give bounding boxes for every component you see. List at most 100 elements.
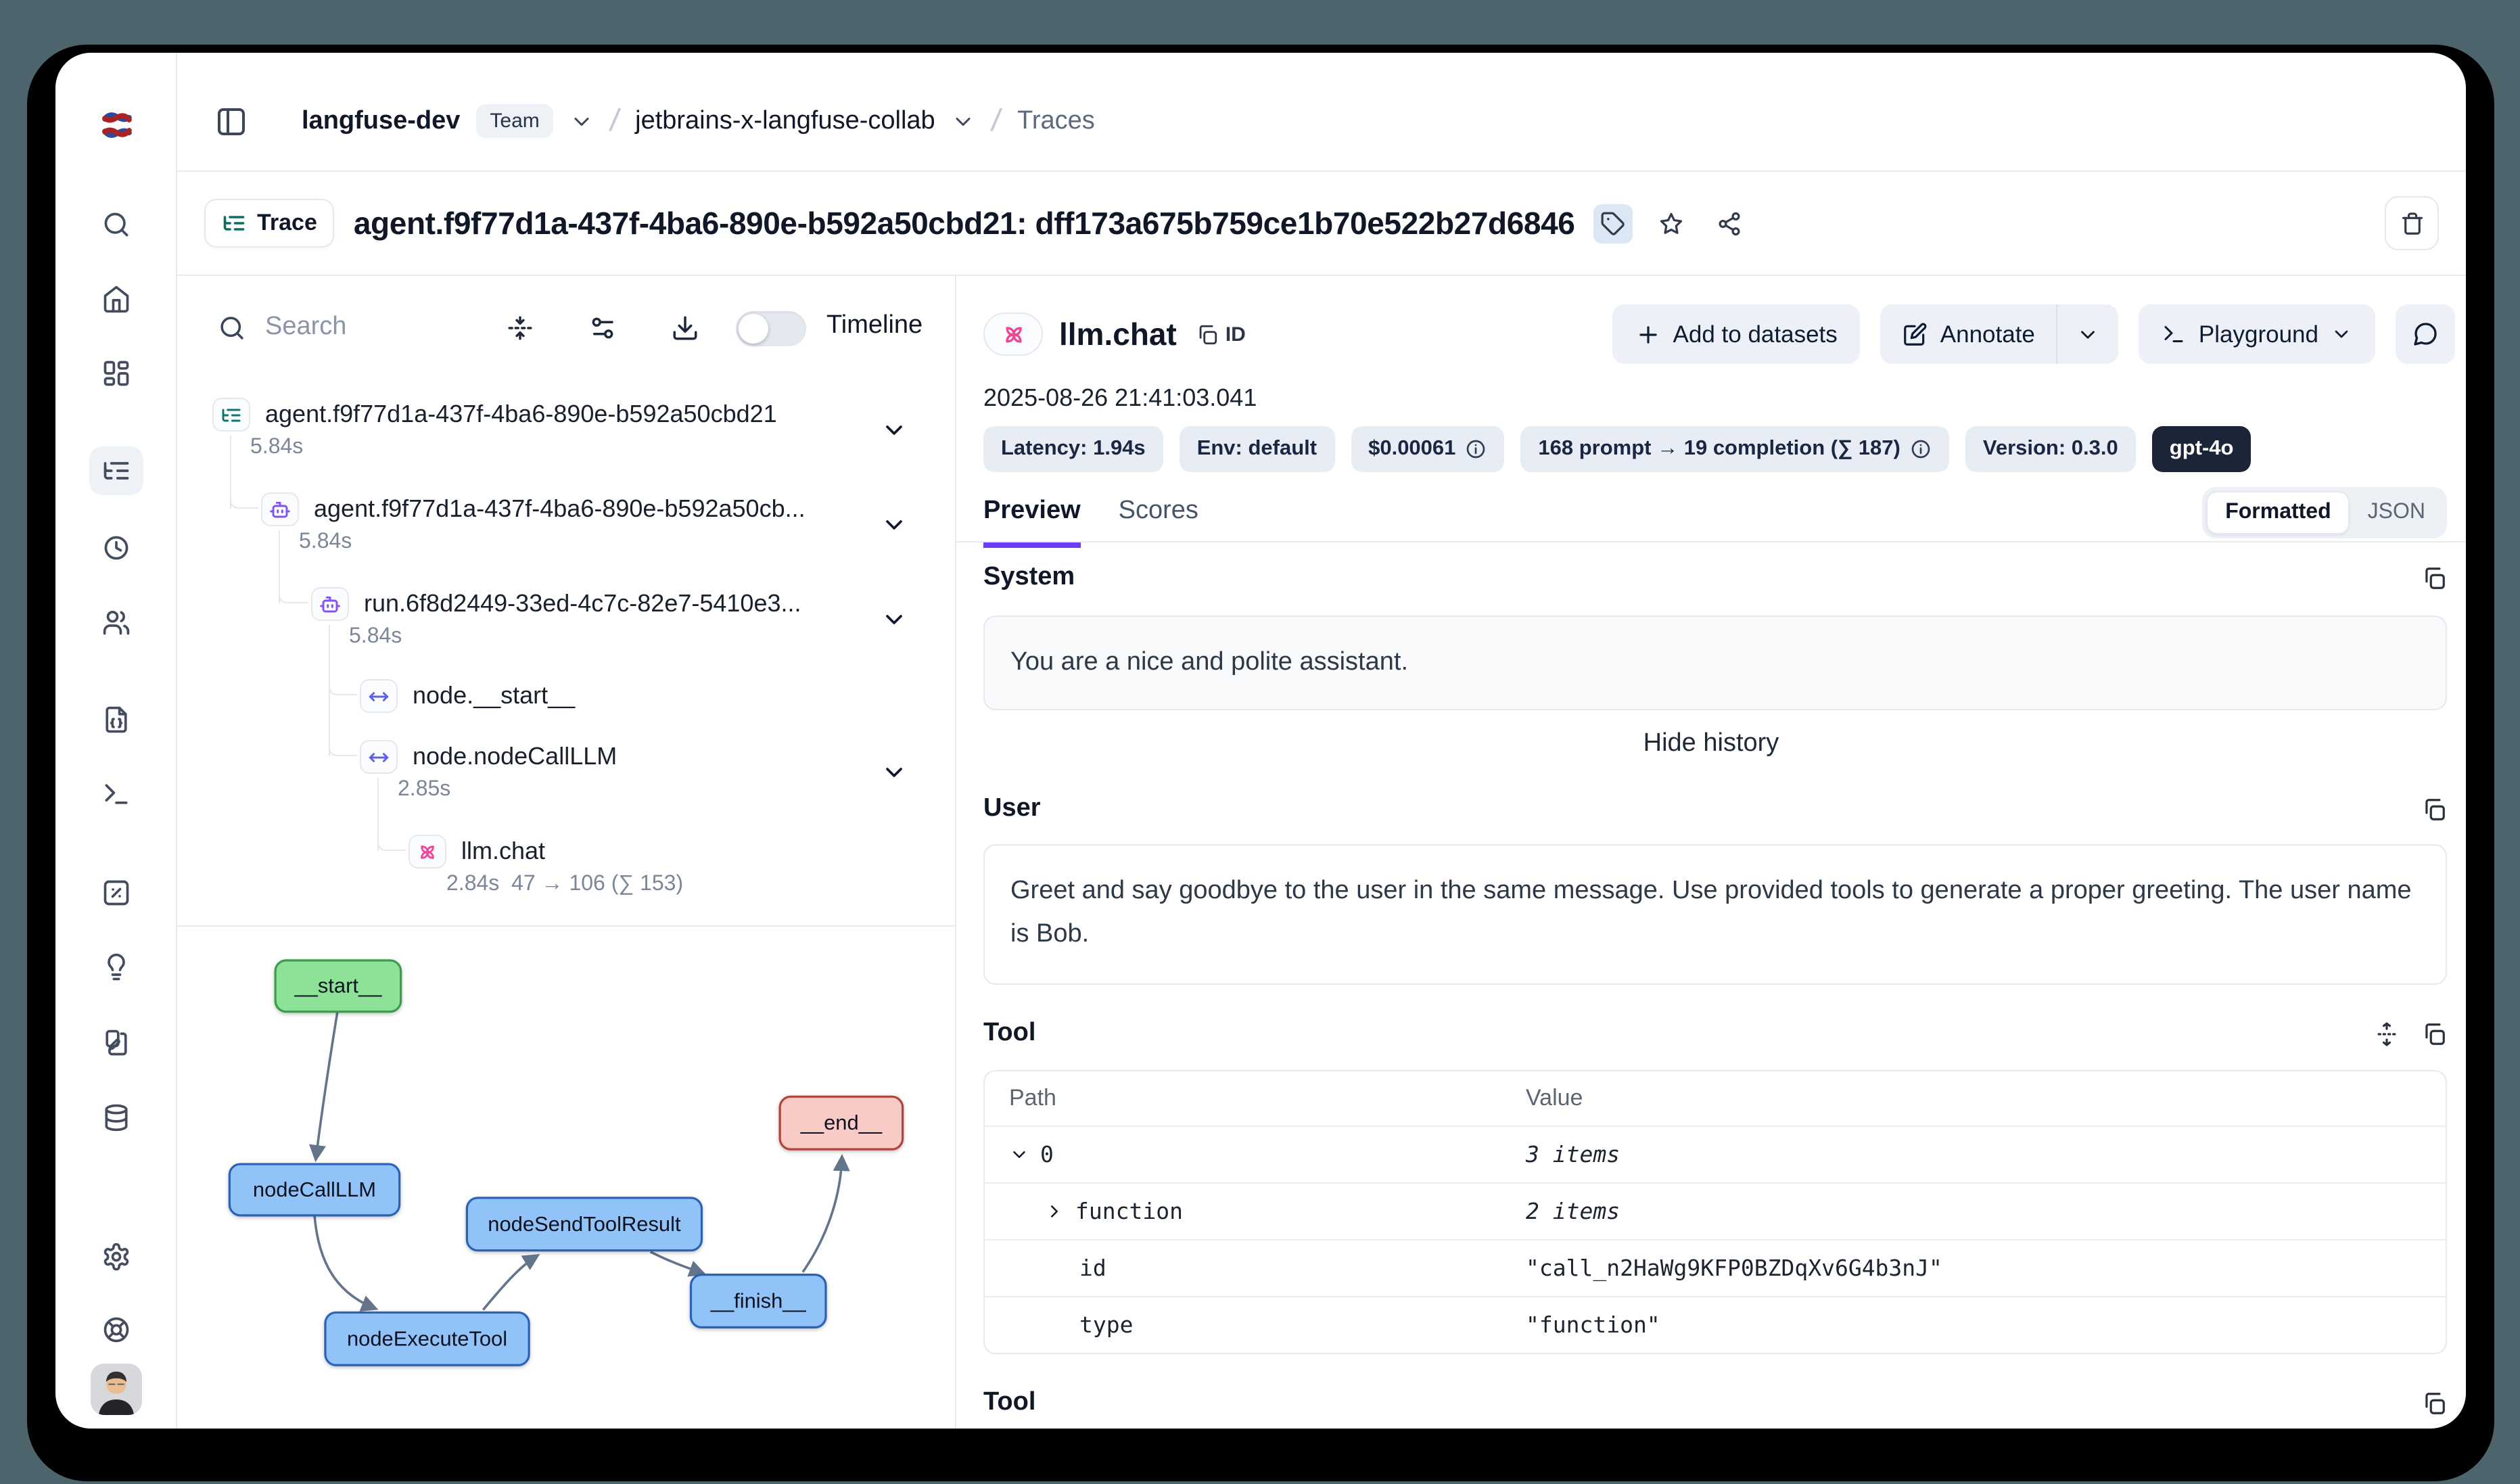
annotate-button[interactable]: Annotate	[1881, 304, 2057, 364]
copy-icon[interactable]	[2421, 1021, 2447, 1046]
breadcrumb-org[interactable]: langfuse-dev	[302, 106, 461, 135]
tree-item-run.6f8d2449-33ed-4c7c-8[interactable]: run.6f8d2449-33ed-4c7c-82e7-5410e3... 5.8…	[311, 587, 801, 649]
graph-node-nodeSendToolResult[interactable]: nodeSendToolResult	[465, 1197, 703, 1252]
star-icon[interactable]	[1652, 204, 1691, 243]
chevron-down-icon[interactable]	[881, 511, 908, 545]
breadcrumb-section[interactable]: Traces	[1017, 106, 1095, 135]
info-icon[interactable]	[1910, 438, 1932, 460]
system-section-header: System	[983, 563, 2447, 593]
fold-vertical-icon[interactable]	[506, 313, 534, 342]
json-value: 3 items	[1526, 1142, 1620, 1167]
copy-id-button[interactable]: ID	[1196, 323, 1246, 346]
chevron-down-icon[interactable]	[881, 759, 908, 793]
sidebar-item-prompts[interactable]	[89, 695, 143, 744]
tree-item-node.nodeCallLLM[interactable]: node.nodeCallLLM 2.85s	[360, 740, 617, 802]
observation-duration: 5.84s	[299, 530, 352, 553]
tree-item-agent.f9f77d1a-437f-4ba6[interactable]: agent.f9f77d1a-437f-4ba6-890e-b592a50cbd…	[212, 398, 777, 460]
sidebar-item-insights[interactable]	[89, 943, 143, 992]
user-section-header: User	[983, 794, 2447, 824]
playground-button[interactable]: Playground	[2139, 304, 2375, 364]
sidebar-item-search[interactable]	[89, 200, 143, 249]
sidebar-item-evals[interactable]	[89, 868, 143, 917]
observation-name: agent.f9f77d1a-437f-4ba6-890e-b592a50cbd…	[265, 400, 777, 427]
graph-node-end[interactable]: __end__	[778, 1095, 904, 1151]
graph-node-nodeExecuteTool[interactable]: nodeExecuteTool	[324, 1311, 530, 1366]
breadcrumb-project[interactable]: jetbrains-x-langfuse-collab	[635, 106, 935, 135]
tree-item-node.__start__[interactable]: node.__start__	[360, 679, 575, 713]
trace-header: Trace agent.f9f77d1a-437f-4ba6-890e-b592…	[177, 172, 2466, 276]
chevron-down-icon[interactable]	[881, 417, 908, 450]
unfold-vertical-icon[interactable]	[2374, 1021, 2400, 1046]
graph-node-nodeCallLLM[interactable]: nodeCallLLM	[228, 1163, 401, 1217]
system-message: You are a nice and polite assistant.	[983, 616, 2447, 710]
metric-badge: 168 prompt → 19 completion (∑ 187)	[1520, 426, 1949, 472]
share-icon[interactable]	[1710, 204, 1749, 243]
observation-name: node.nodeCallLLM	[413, 743, 617, 770]
badge-label: Latency: 1.94s	[1001, 437, 1146, 460]
sidebar-item-sessions[interactable]	[89, 524, 143, 572]
filters-icon[interactable]	[588, 313, 617, 342]
comments-button[interactable]	[2396, 304, 2455, 364]
chevron-down-icon[interactable]	[569, 109, 594, 133]
observation-name: node.__start__	[413, 682, 576, 709]
sidebar-item-tracing[interactable]	[89, 446, 143, 495]
json-path: function	[985, 1199, 1526, 1224]
tool-table-row-id: id "call_n2HaWg9KFP0BZDqXv6G4b3nJ"	[985, 1239, 2446, 1296]
copy-icon[interactable]	[2421, 565, 2447, 590]
metric-badge: $0.00061	[1351, 426, 1505, 472]
sidebar-item-settings[interactable]	[89, 1232, 143, 1281]
avatar[interactable]	[90, 1364, 141, 1415]
graph-node-start[interactable]: __start__	[274, 959, 402, 1013]
tag-icon[interactable]	[1593, 204, 1633, 243]
sidebar-toggle-icon[interactable]	[215, 105, 248, 137]
add-to-datasets-button[interactable]: Add to datasets	[1612, 304, 1861, 364]
info-icon[interactable]	[1465, 438, 1487, 460]
tab-preview[interactable]: Preview	[983, 496, 1081, 548]
badge-label: 168 prompt → 19 completion (∑ 187)	[1538, 437, 1900, 460]
column-value: Value	[1526, 1085, 1583, 1111]
format-option-formatted[interactable]: Formatted	[2206, 491, 2350, 534]
copy-icon[interactable]	[2421, 1390, 2447, 1416]
observation-duration: 5.84s	[250, 436, 304, 459]
user-message: Greet and say goodbye to the user in the…	[983, 844, 2447, 985]
sidebar-item-playground[interactable]	[89, 770, 143, 818]
graph-edge-nodeSendToolResult-__finish__	[649, 1251, 707, 1277]
sidebar-item-home[interactable]	[89, 275, 143, 323]
sidebar-item-datasets[interactable]	[89, 1093, 143, 1142]
badge-label: Version: 0.3.0	[1982, 437, 2118, 460]
observation-duration: 5.84s	[349, 625, 402, 648]
copy-icon[interactable]	[2421, 796, 2447, 822]
agent-graph[interactable]: __start__ nodeCallLLM nodeSendToolResult no…	[177, 925, 955, 1429]
graph-node-finish[interactable]: __finish__	[689, 1274, 827, 1329]
format-option-json[interactable]: JSON	[2367, 501, 2425, 524]
trace-title: agent.f9f77d1a-437f-4ba6-890e-b592a50cbd…	[353, 205, 1575, 240]
download-icon[interactable]	[671, 313, 699, 342]
breadcrumb-divider: /	[607, 101, 622, 139]
delete-trace-button[interactable]	[2385, 196, 2439, 250]
badge-label: gpt-4o	[2169, 437, 2234, 460]
chevron-down-icon[interactable]	[881, 606, 908, 640]
svg-text:__start__: __start__	[294, 974, 382, 998]
tool-table-row-function: function 2 items	[985, 1182, 2446, 1239]
observation-name: run.6f8d2449-33ed-4c7c-82e7-5410e3...	[364, 590, 801, 617]
annotate-dropdown-button[interactable]	[2056, 304, 2119, 364]
hide-history-button[interactable]: Hide history	[1643, 729, 1779, 758]
svg-text:nodeCallLLM: nodeCallLLM	[253, 1178, 376, 1201]
tree-item-llm.chat[interactable]: llm.chat 2.84s 47 → 106 (∑ 153)	[409, 835, 683, 897]
chevron-right-icon[interactable]	[1044, 1201, 1065, 1222]
search-input[interactable]	[265, 312, 441, 342]
sidebar-item-dashboard[interactable]	[89, 349, 143, 398]
annotate-button-group: Annotate	[1880, 304, 2119, 364]
sidebar-item-annotation[interactable]	[89, 1019, 143, 1067]
chevron-down-icon[interactable]	[952, 109, 976, 133]
tab-scores[interactable]: Scores	[1118, 496, 1198, 525]
tool-table-row-type: type "function"	[985, 1296, 2446, 1353]
sidebar-item-users[interactable]	[89, 598, 143, 647]
timeline-toggle[interactable]	[736, 311, 806, 346]
tree-item-agent.f9f77d1a-437f-4ba6[interactable]: agent.f9f77d1a-437f-4ba6-890e-b592a50cb.…	[261, 492, 806, 555]
chevron-down-icon[interactable]	[1009, 1144, 1029, 1165]
tree-connector	[329, 687, 357, 695]
sidebar-item-support[interactable]	[89, 1305, 143, 1354]
observation-timestamp: 2025-08-26 21:41:03.041	[983, 384, 1257, 411]
